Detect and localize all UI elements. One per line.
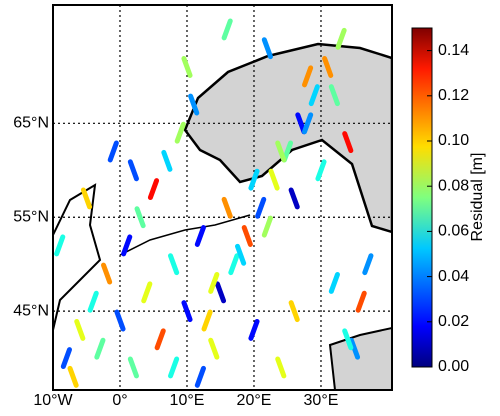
track [141, 281, 153, 304]
track [241, 225, 253, 247]
y-tick-label: 65°N [13, 115, 49, 132]
coastline [119, 214, 251, 256]
track [315, 159, 327, 182]
x-tick-label: 0° [112, 392, 127, 409]
colorbar-tick-label: 0.08 [438, 177, 469, 194]
track [221, 196, 233, 219]
track [308, 84, 320, 107]
track [208, 337, 220, 360]
track [127, 356, 139, 379]
track [288, 300, 300, 323]
map-frame [52, 4, 393, 391]
track [134, 206, 146, 229]
y-tick-label: 55°N [13, 208, 49, 225]
track [322, 56, 334, 78]
track [342, 131, 354, 154]
track [67, 365, 79, 388]
coastline [53, 183, 102, 331]
track [87, 290, 99, 313]
track [60, 347, 72, 370]
track [288, 187, 300, 210]
track [168, 253, 180, 276]
x-tick-label: 10°E [170, 392, 205, 409]
track [174, 121, 186, 144]
land-anatolia [328, 326, 392, 390]
track [121, 234, 133, 257]
x-tick-label: 10°W [33, 392, 73, 409]
track [275, 140, 287, 163]
track [328, 271, 340, 294]
track [194, 365, 206, 388]
track [355, 290, 367, 313]
track [275, 356, 287, 379]
track [188, 93, 200, 116]
x-tick-label: 20°E [237, 392, 272, 409]
track [107, 140, 119, 163]
track [147, 178, 160, 201]
track [302, 112, 314, 135]
track [302, 65, 314, 88]
y-tick-label: 45°N [13, 302, 49, 319]
colorbar-tick-label: 0.00 [438, 358, 469, 375]
track [362, 253, 374, 276]
track [248, 318, 260, 341]
colorbar-tick-label: 0.14 [438, 42, 469, 59]
track [161, 149, 173, 172]
track [201, 309, 213, 332]
track [154, 328, 166, 351]
colorbar-tick-label: 0.10 [438, 132, 469, 149]
track [248, 168, 260, 191]
track [181, 300, 193, 323]
track [194, 225, 206, 247]
land-scandinavia [183, 42, 392, 234]
track [348, 337, 361, 360]
track [80, 187, 93, 210]
track [101, 262, 113, 285]
track [127, 159, 139, 182]
track [261, 215, 273, 238]
colorbar-tick-label: 0.02 [438, 313, 469, 330]
track [181, 56, 193, 78]
track [74, 318, 86, 341]
track [328, 84, 340, 107]
colorbar-tick-label: 0.06 [438, 223, 469, 240]
track [168, 356, 180, 379]
track [94, 337, 106, 360]
track [235, 243, 247, 266]
track [228, 253, 240, 276]
x-tick-label: 30°E [304, 392, 339, 409]
track [268, 168, 280, 191]
track [54, 234, 66, 257]
track [214, 281, 227, 304]
colorbar-tick-label: 0.04 [438, 268, 469, 285]
track [114, 309, 126, 332]
track [335, 27, 347, 50]
colorbar [411, 27, 433, 368]
track [342, 328, 354, 351]
track [261, 37, 273, 60]
track [208, 271, 220, 294]
track [221, 18, 233, 41]
colorbar-label: Residual [m] [469, 153, 486, 242]
colorbar-tick-label: 0.12 [438, 87, 469, 104]
track [255, 196, 267, 219]
